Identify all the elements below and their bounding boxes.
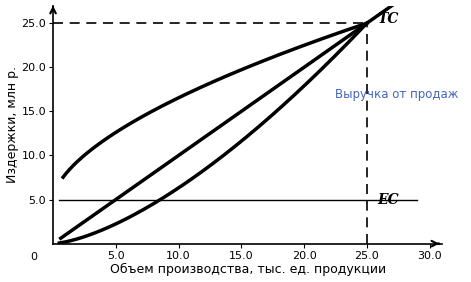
Text: EC: EC [377, 193, 398, 207]
X-axis label: Объем производства, тыс. ед. продукции: Объем производства, тыс. ед. продукции [110, 263, 386, 276]
Text: Выручка от продаж: Выручка от продаж [335, 88, 459, 101]
Text: 0: 0 [31, 252, 38, 262]
Text: TC: TC [377, 12, 398, 26]
Y-axis label: Издержки, млн р.: Издержки, млн р. [6, 66, 18, 183]
